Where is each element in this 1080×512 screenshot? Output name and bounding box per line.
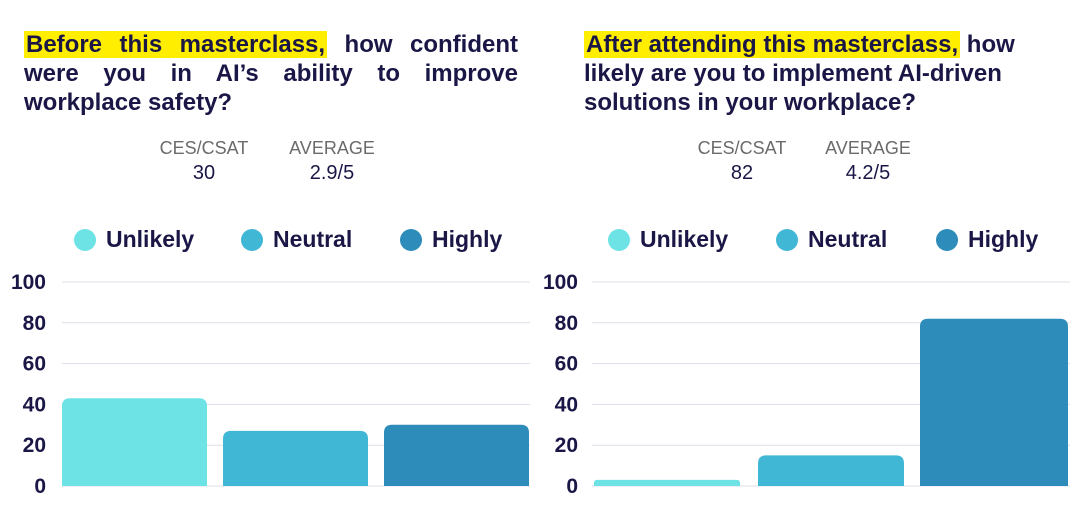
legend-swatch (776, 228, 798, 251)
question-text: how confident were you in AI’s ability t… (24, 31, 518, 116)
legend-swatch (400, 228, 422, 251)
legend-item-neutral: Neutral (241, 226, 352, 253)
legend-swatch (74, 228, 96, 251)
stat-label: AVERAGE (289, 138, 375, 158)
bar-neutral (223, 430, 368, 486)
y-tick-label: 100 (11, 271, 46, 294)
y-tick-label: 100 (543, 271, 578, 294)
stat-label: CES/CSAT (159, 138, 249, 158)
y-tick-label: 20 (555, 434, 578, 457)
stat-label: CES/CSAT (697, 138, 787, 158)
stat-ces-csat: CES/CSAT 82 (694, 138, 790, 185)
legend-item-neutral: Neutral (776, 226, 887, 253)
question-after: After attending this masterclass, how li… (584, 30, 1054, 117)
stat-ces-csat: CES/CSAT 30 (158, 138, 250, 185)
bar-highly (384, 424, 529, 486)
left-panel: Before this masterclass, how confident w… (11, 30, 530, 498)
legend-label: Unlikely (106, 226, 195, 252)
question-text: how likely are you to implement AI-drive… (584, 31, 1015, 116)
legend-label: Highly (432, 226, 503, 252)
y-tick-label: 40 (555, 393, 578, 416)
right-panel: After attending this masterclass, how li… (540, 0, 1080, 512)
y-tick-label: 40 (23, 393, 46, 416)
legend-swatch (241, 228, 263, 251)
stat-value: 30 (192, 162, 216, 184)
y-tick-label: 0 (566, 475, 578, 498)
stat-label: AVERAGE (825, 138, 911, 158)
stat-average: AVERAGE 4.2/5 (820, 138, 916, 185)
question-before: Before this masterclass, how confident w… (24, 30, 518, 117)
legend-label: Neutral (808, 226, 888, 252)
legend-swatch (608, 228, 630, 251)
y-tick-label: 80 (23, 312, 46, 335)
legend-item-unlikely: Unlikely (74, 226, 194, 253)
legend-label: Neutral (273, 226, 353, 252)
legend-label: Highly (968, 226, 1039, 252)
bar-unlikely (62, 398, 207, 486)
stat-value: 82 (730, 162, 754, 184)
question-highlight: Before this masterclass, (24, 31, 328, 58)
legend-item-highly: Highly (400, 226, 502, 253)
stat-value: 4.2/5 (845, 162, 891, 184)
bar-neutral (758, 455, 904, 486)
bar-chart-before: 0 20 40 60 80 100 (11, 271, 530, 498)
stat-value: 2.9/5 (309, 162, 355, 184)
y-tick-label: 60 (23, 353, 46, 376)
question-highlight: After attending this masterclass, (584, 31, 961, 58)
legend-swatch (936, 228, 958, 251)
legend-item-highly: Highly (936, 226, 1038, 253)
y-tick-label: 0 (34, 475, 46, 498)
legend-label: Unlikely (640, 226, 729, 252)
bar-chart-after: 0 20 40 60 80 100 (543, 271, 1070, 498)
stat-average: AVERAGE 2.9/5 (284, 138, 380, 185)
bar-unlikely (594, 479, 740, 486)
bar-highly (920, 318, 1068, 486)
y-tick-label: 60 (555, 353, 578, 376)
legend-item-unlikely: Unlikely (608, 226, 728, 253)
y-tick-label: 80 (555, 312, 578, 335)
y-tick-label: 20 (23, 434, 46, 457)
